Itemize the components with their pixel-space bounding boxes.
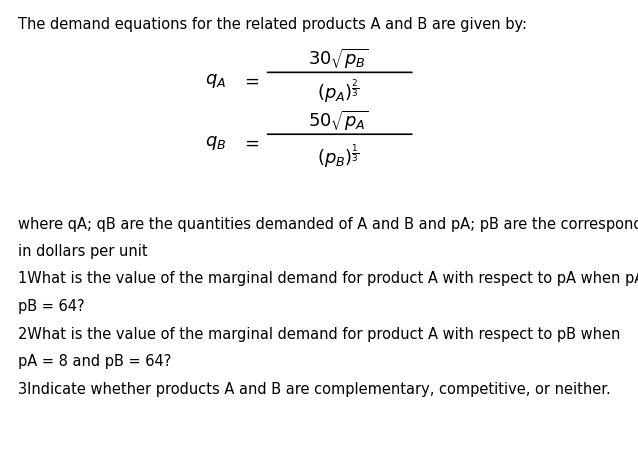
Text: pB = 64?: pB = 64? <box>18 299 84 314</box>
Text: where qA; qB are the quantities demanded of A and B and pA; pB are the correspon: where qA; qB are the quantities demanded… <box>18 217 638 232</box>
Text: 1What is the value of the marginal demand for product A with respect to pA when : 1What is the value of the marginal deman… <box>18 271 638 287</box>
Text: $q_A$: $q_A$ <box>205 72 226 90</box>
Text: $(p_B)^{\frac{1}{3}}$: $(p_B)^{\frac{1}{3}}$ <box>317 142 359 169</box>
Text: $q_B$: $q_B$ <box>205 134 226 152</box>
Text: $50\sqrt{p_A}$: $50\sqrt{p_A}$ <box>308 109 369 133</box>
Text: pA = 8 and pB = 64?: pA = 8 and pB = 64? <box>18 354 171 369</box>
Text: 3Indicate whether products A and B are complementary, competitive, or neither.: 3Indicate whether products A and B are c… <box>18 382 611 397</box>
Text: 2What is the value of the marginal demand for product A with respect to pB when: 2What is the value of the marginal deman… <box>18 327 620 342</box>
Text: $(p_A)^{\frac{2}{3}}$: $(p_A)^{\frac{2}{3}}$ <box>317 78 359 105</box>
Text: in dollars per unit: in dollars per unit <box>18 244 147 259</box>
Text: $30\sqrt{p_B}$: $30\sqrt{p_B}$ <box>308 47 369 71</box>
Text: $=$: $=$ <box>241 134 260 152</box>
Text: $=$: $=$ <box>241 72 260 90</box>
Text: The demand equations for the related products A and B are given by:: The demand equations for the related pro… <box>18 17 527 32</box>
